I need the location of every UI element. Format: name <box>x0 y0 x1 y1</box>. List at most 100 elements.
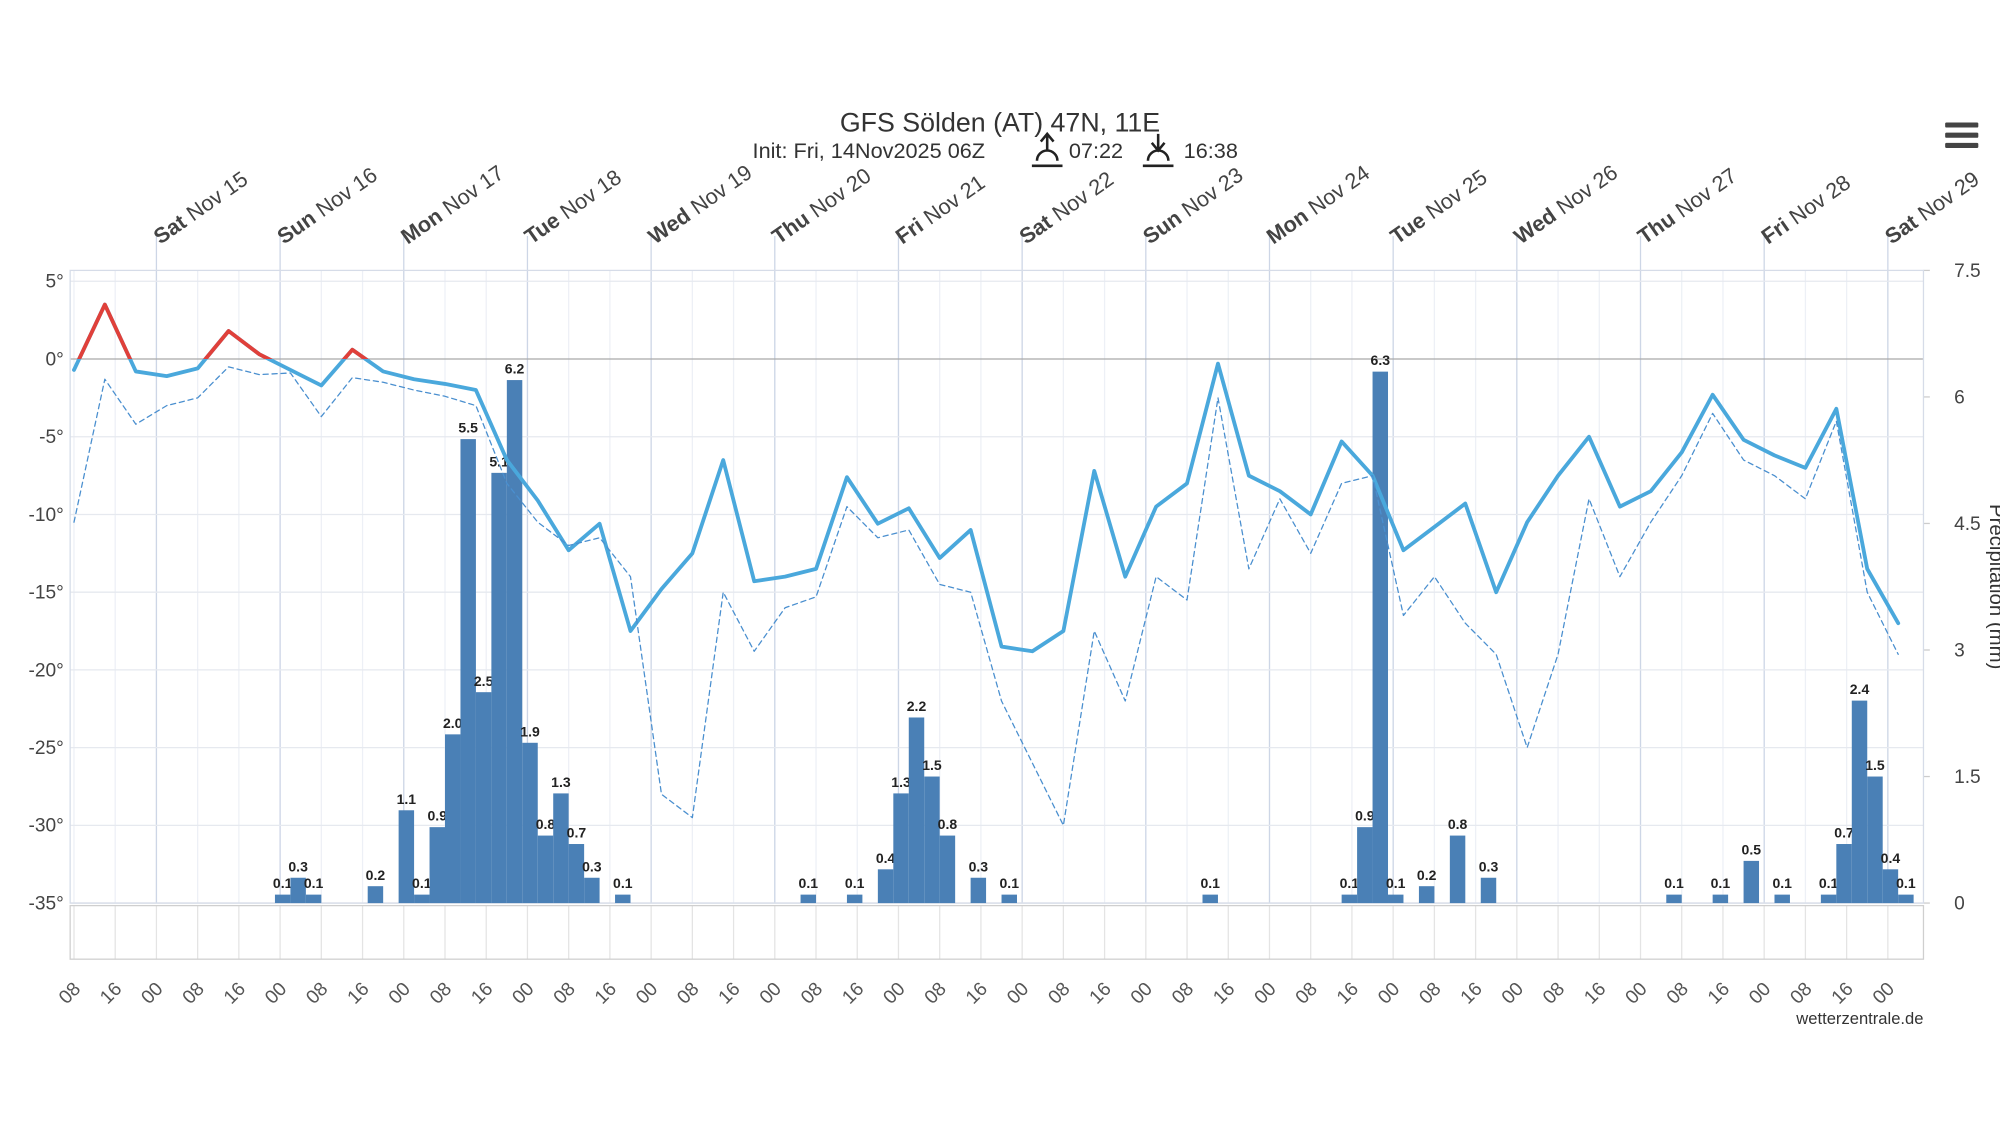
precipitation-bar <box>1357 827 1373 904</box>
precipitation-bar <box>274 894 291 904</box>
precipitation-bar <box>1001 894 1017 904</box>
precipitation-bar <box>1666 894 1682 904</box>
precipitation-bar <box>1774 894 1790 904</box>
bar-label: 0.7 <box>567 825 587 841</box>
bar-label: 0.1 <box>1000 875 1020 891</box>
bar-label: 0.1 <box>1664 875 1684 891</box>
precipitation-bar <box>1480 877 1497 904</box>
sunrise-time: 07:22 <box>1069 138 1123 163</box>
precipitation-bar <box>908 717 925 904</box>
bar-label: 0.8 <box>938 816 958 832</box>
bar-label: 0.2 <box>1417 867 1437 883</box>
precipitation-bar <box>553 793 569 904</box>
plot-border <box>69 269 1925 904</box>
precipitation-bar <box>877 869 894 904</box>
bar-label: 0.1 <box>1200 875 1220 891</box>
sunset-time: 16:38 <box>1184 138 1238 163</box>
precipitation-bar <box>506 380 523 904</box>
y2-tick-label: 6 <box>1954 387 1965 408</box>
bar-label: 1.5 <box>922 757 942 773</box>
precipitation-bar <box>398 810 415 904</box>
y2-tick-label: 4.5 <box>1954 514 1981 535</box>
temperature-line <box>72 302 1901 654</box>
precipitation-bar <box>367 886 384 904</box>
precipitation-bar <box>1743 860 1760 904</box>
credit: wetterzentrale.de <box>1795 1009 1923 1028</box>
wind-row <box>69 904 1925 960</box>
precipitation-bar <box>1341 894 1358 904</box>
bar-label: 1.3 <box>551 774 571 790</box>
chart-subtitle: Init: Fri, 14Nov2025 06Z <box>753 138 986 163</box>
y-tick-label: -10° <box>28 505 63 526</box>
precipitation-bar <box>491 472 507 904</box>
precipitation-bar <box>1388 894 1404 904</box>
bar-label: 0.3 <box>582 858 602 874</box>
precipitation-bar <box>568 844 585 904</box>
precipitation-bar <box>846 894 863 904</box>
sunset-icon <box>1142 133 1174 168</box>
precipitation-bar <box>1882 869 1899 904</box>
y2-tick-label: 7.5 <box>1954 261 1981 282</box>
precipitation-bar <box>1898 894 1914 904</box>
precipitation-bar <box>414 894 430 904</box>
bar-label: 0.4 <box>1881 850 1901 866</box>
precipitation-bar <box>290 877 306 904</box>
bar-label: 0.1 <box>1386 875 1406 891</box>
y-tick-label: -30° <box>28 816 63 837</box>
chart-title: GFS Sölden (AT) 47N, 11E <box>840 107 1160 137</box>
y2-tick-label: 0 <box>1954 893 1965 914</box>
precipitation-bar <box>924 776 940 904</box>
bar-label: 0.1 <box>1896 875 1916 891</box>
precipitation-bar <box>460 439 476 904</box>
bar-label: 0.4 <box>876 850 896 866</box>
y-tick-label: -25° <box>28 738 63 759</box>
menu-button[interactable] <box>1945 122 1979 148</box>
precipitation-bar <box>1372 371 1389 904</box>
precipitation-bar <box>1867 776 1883 904</box>
bar-label: 0.1 <box>1819 875 1839 891</box>
bar-label: 6.3 <box>1371 352 1391 368</box>
bar-label: 6.2 <box>505 361 525 377</box>
bar-label: 0.1 <box>304 875 324 891</box>
bar-label: 0.7 <box>1834 825 1854 841</box>
y-tick-label: -35° <box>28 893 63 914</box>
precipitation-bar <box>1820 894 1837 904</box>
bar-label: 0.1 <box>1340 875 1360 891</box>
bar-label: 0.5 <box>1742 842 1762 858</box>
bar-label: 0.8 <box>536 816 556 832</box>
precipitation-bar <box>537 835 554 904</box>
y-tick-label: 0° <box>45 349 63 370</box>
precipitation-bar <box>939 835 956 904</box>
precipitation-bar <box>970 877 987 904</box>
precipitation-bar <box>522 742 538 904</box>
bar-label: 0.3 <box>288 858 308 874</box>
bar-label: 1.5 <box>1865 757 1885 773</box>
precipitation-bar <box>445 734 461 904</box>
precipitation-bar <box>1449 835 1466 904</box>
precipitation-bar <box>1851 700 1868 904</box>
precipitation-bar <box>615 894 631 904</box>
precipitation-bar <box>429 827 445 904</box>
precipitation-bar <box>475 692 492 904</box>
bar-label: 0.1 <box>799 875 819 891</box>
bar-label: 2.5 <box>474 673 494 689</box>
bar-label: 0.1 <box>613 875 633 891</box>
bar-label: 1.1 <box>397 791 417 807</box>
bar-label: 0.3 <box>969 858 989 874</box>
bar-label: 1.9 <box>520 723 540 739</box>
dewpoint-line <box>73 366 1899 827</box>
y-tick-label: -15° <box>28 583 63 604</box>
bar-label: 0.2 <box>366 867 386 883</box>
precipitation-bar <box>584 877 600 904</box>
bar-label: 0.1 <box>845 875 865 891</box>
precipitation-bar <box>800 894 817 904</box>
y2-tick-label: 3 <box>1954 640 1965 661</box>
bar-label: 0.1 <box>1772 875 1792 891</box>
bar-label: 0.9 <box>1355 808 1375 824</box>
y-tick-label: -20° <box>28 660 63 681</box>
y2-axis-title: Precipitation (mm) <box>1985 504 2000 669</box>
y-tick-label: -5° <box>39 427 64 448</box>
precipitation-bar <box>1836 844 1852 904</box>
